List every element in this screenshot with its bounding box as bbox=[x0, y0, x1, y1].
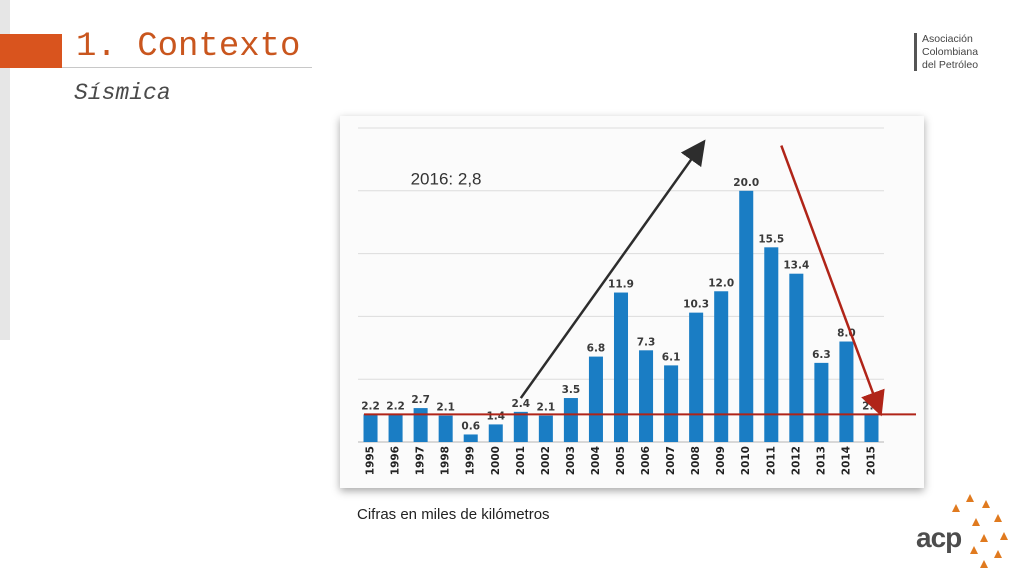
bar-1998 bbox=[438, 415, 453, 442]
title-accent-bar bbox=[0, 34, 62, 68]
acp-logo-text: acp bbox=[916, 522, 962, 553]
bar-2006 bbox=[639, 350, 654, 442]
x-tick-label-1999: 1999 bbox=[465, 446, 477, 475]
x-tick-label-2010: 2010 bbox=[740, 446, 752, 475]
page-subtitle: Sísmica bbox=[74, 80, 171, 106]
x-tick-label-2008: 2008 bbox=[690, 446, 702, 475]
value-label-2003: 3.5 bbox=[562, 384, 581, 396]
value-label-2011: 15.5 bbox=[758, 233, 784, 245]
bar-2002 bbox=[538, 415, 553, 442]
bar-chart: 2.2 1995 2.2 1996 2.7 1997 2.1 1998 0.6 1999 1.4 20… bbox=[358, 127, 916, 475]
x-tick-label-2005: 2005 bbox=[615, 446, 627, 475]
bar-2014 bbox=[839, 341, 854, 442]
x-tick-label-2004: 2004 bbox=[590, 446, 602, 475]
brand-line-1: Asociación bbox=[922, 33, 973, 45]
bar-2009 bbox=[714, 291, 729, 442]
x-tick-label-2007: 2007 bbox=[665, 446, 677, 475]
value-label-2005: 11.9 bbox=[608, 279, 634, 291]
x-tick-label-2003: 2003 bbox=[565, 446, 577, 475]
bar-2012 bbox=[789, 273, 804, 442]
bar-2004 bbox=[588, 356, 603, 442]
bar-1995 bbox=[363, 414, 378, 442]
value-label-2001: 2.4 bbox=[512, 398, 531, 410]
x-tick-label-1995: 1995 bbox=[365, 446, 377, 475]
value-label-1999: 0.6 bbox=[461, 420, 480, 432]
bar-2007 bbox=[664, 365, 679, 442]
bar-2010 bbox=[739, 190, 754, 442]
acp-footer-logo: acp bbox=[912, 492, 1020, 572]
page-title: 1. Contexto bbox=[76, 28, 301, 66]
x-tick-label-2011: 2011 bbox=[765, 446, 777, 475]
value-label-2002: 2.1 bbox=[537, 402, 556, 414]
x-tick-label-2009: 2009 bbox=[715, 446, 727, 475]
x-tick-label-2002: 2002 bbox=[540, 446, 552, 475]
value-label-2006: 7.3 bbox=[637, 336, 656, 348]
value-label-1995: 2.2 bbox=[361, 400, 380, 412]
x-tick-label-1996: 1996 bbox=[390, 446, 402, 475]
x-tick-label-2015: 2015 bbox=[865, 446, 877, 475]
value-label-2000: 1.4 bbox=[486, 410, 505, 422]
x-tick-label-2006: 2006 bbox=[640, 446, 652, 475]
acp-star-logo-icon bbox=[952, 494, 1008, 568]
value-label-2009: 12.0 bbox=[708, 277, 734, 289]
value-label-1998: 2.1 bbox=[436, 402, 455, 414]
bar-2008 bbox=[689, 312, 704, 442]
ascending-trend-arrow-icon bbox=[519, 139, 706, 399]
bar-2011 bbox=[764, 247, 779, 442]
bar-2005 bbox=[613, 292, 629, 442]
title-underline bbox=[62, 67, 312, 68]
value-label-2013: 6.3 bbox=[812, 349, 831, 361]
chart-caption: Cifras en miles de kilómetros bbox=[357, 506, 550, 523]
bar-1996 bbox=[388, 414, 403, 442]
bar-1999 bbox=[463, 434, 478, 442]
x-tick-label-2014: 2014 bbox=[840, 446, 852, 475]
value-label-1997: 2.7 bbox=[411, 394, 430, 406]
value-label-2007: 6.1 bbox=[662, 351, 681, 363]
value-label-2010: 20.0 bbox=[733, 177, 759, 189]
brand-line-3: del Petróleo bbox=[922, 59, 979, 71]
value-label-2008: 10.3 bbox=[683, 299, 709, 311]
left-edge-strip bbox=[0, 0, 10, 340]
x-tick-label-2013: 2013 bbox=[815, 446, 827, 475]
x-tick-label-1997: 1997 bbox=[415, 446, 427, 475]
bar-2001 bbox=[513, 411, 528, 442]
x-tick-label-2012: 2012 bbox=[790, 446, 802, 475]
value-label-1996: 2.2 bbox=[386, 400, 405, 412]
value-label-2004: 6.8 bbox=[587, 343, 606, 355]
bar-2000 bbox=[488, 424, 503, 442]
annotation-2016: 2016: 2,8 bbox=[411, 170, 482, 189]
acp-header-logo: Asociación Colombiana del Petróleo bbox=[914, 33, 978, 71]
chart-card: 2.2 1995 2.2 1996 2.7 1997 2.1 1998 0.6 1999 1.4 20… bbox=[340, 116, 924, 488]
bar-2003 bbox=[563, 398, 578, 442]
value-label-2012: 13.4 bbox=[783, 260, 809, 272]
descending-trend-arrow-icon bbox=[780, 145, 885, 417]
bar-2015 bbox=[864, 414, 879, 442]
bar-1997 bbox=[413, 408, 428, 442]
bar-2013 bbox=[814, 362, 829, 442]
x-tick-label-2000: 2000 bbox=[490, 446, 502, 475]
brand-line-2: Colombiana bbox=[922, 46, 979, 58]
x-tick-label-2001: 2001 bbox=[515, 446, 527, 475]
x-tick-label-1998: 1998 bbox=[440, 446, 452, 475]
